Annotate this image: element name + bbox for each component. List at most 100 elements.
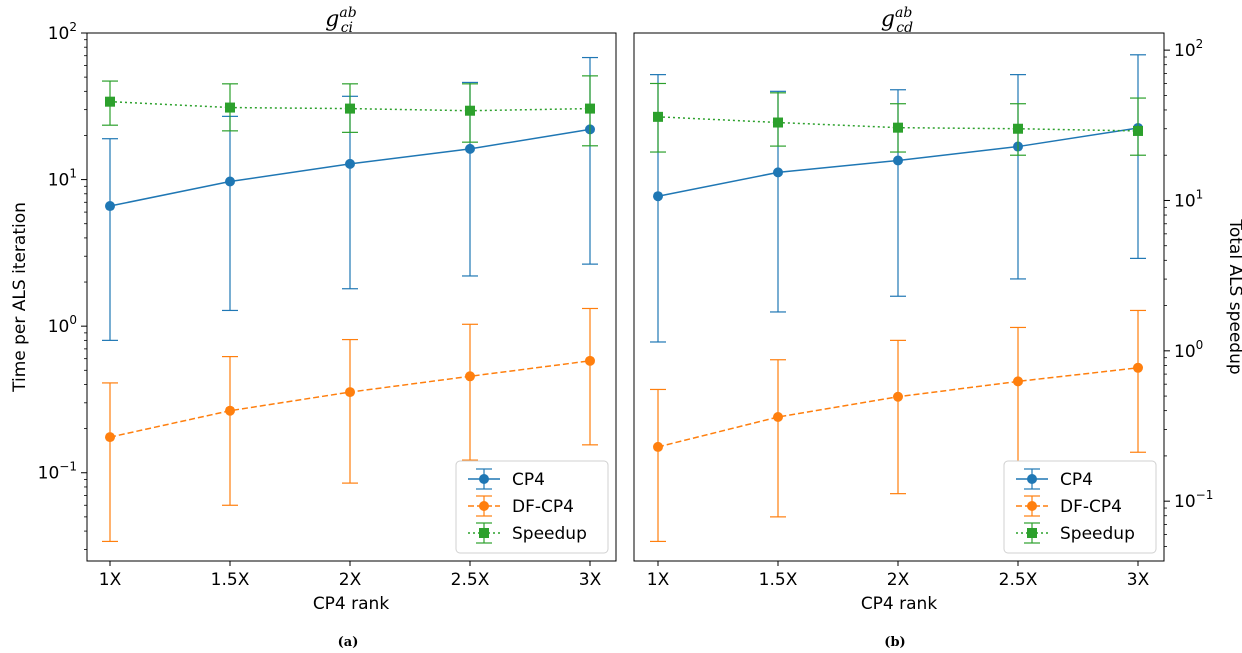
y-tick-label-base: 10 (48, 317, 70, 337)
panel-b-title-sub: cd (896, 20, 913, 36)
panel-a-title: gab ci (325, 5, 356, 36)
x-tick-label: 3X (1127, 570, 1150, 590)
x-tick-label: 2.5X (451, 570, 490, 590)
data-point (345, 387, 355, 398)
right-y-tick-label-exp: 1 (1196, 187, 1204, 201)
x-tick-label: 1X (647, 570, 670, 590)
right-y-tick-label-exp: −1 (1196, 488, 1214, 502)
legend-label: Speedup (512, 524, 587, 544)
series-cp4 (102, 56, 598, 341)
data-point (1013, 123, 1023, 134)
panel-a-title-base: g (325, 7, 339, 32)
series-speedup (102, 75, 598, 147)
legend-item: DF-CP4 (468, 495, 574, 517)
legend-marker (1027, 501, 1037, 511)
data-point (893, 155, 903, 166)
data-point (345, 158, 355, 169)
y-tick-label: 10−1 (38, 460, 77, 484)
legend-label: DF-CP4 (512, 497, 574, 517)
data-point (225, 176, 235, 187)
y-tick-label-exp: 2 (69, 20, 77, 34)
panel-b-title-sup: ab (895, 5, 912, 21)
y-tick-label: 100 (48, 313, 77, 337)
panel-b-right-ylabel: Total ALS speedup (1225, 218, 1242, 374)
x-tick-label: 1X (99, 570, 122, 590)
y-tick-label-exp: −1 (59, 460, 77, 474)
legend: CP4 DF-CP4 Speedup (1003, 460, 1157, 554)
panel-a-title-sup: ab (339, 5, 356, 21)
right-y-tick-label: 10−1 (1174, 488, 1213, 512)
panel-b-title-base: g (881, 7, 895, 32)
legend-item: Speedup (1016, 522, 1135, 544)
legend-marker (1027, 528, 1037, 538)
right-y-tick-label-base: 10 (1174, 191, 1196, 211)
data-point (465, 143, 475, 154)
panel-a-caption: (a) (338, 635, 359, 650)
series-speedup (650, 82, 1146, 156)
x-tick-label: 2X (887, 570, 910, 590)
panel-a-ylabel: Time per ALS iteration (10, 202, 30, 393)
right-y-tick-label-base: 10 (1174, 492, 1196, 512)
y-tick-label-base: 10 (48, 24, 70, 44)
x-tick-label: 2.5X (999, 570, 1038, 590)
legend-item: Speedup (468, 522, 587, 544)
data-point (773, 167, 783, 178)
x-tick-label: 1.5X (211, 570, 250, 590)
legend-marker (479, 528, 489, 538)
right-y-tick-label: 100 (1174, 338, 1203, 362)
panel-b: gab cd CP4 rank Total ALS speedup (b) 1X 1… (633, 5, 1242, 650)
legend-marker (479, 474, 489, 484)
legend-item: DF-CP4 (1016, 495, 1122, 517)
data-point (893, 122, 903, 133)
data-point (1133, 362, 1143, 373)
data-point (105, 432, 115, 443)
data-point (225, 102, 235, 113)
series-cp4 (650, 54, 1146, 343)
data-point (653, 111, 663, 122)
panel-a-title-sub: ci (341, 20, 353, 36)
legend-marker (479, 501, 489, 511)
data-point (465, 371, 475, 382)
series-df-cp4 (102, 307, 598, 543)
data-point (225, 405, 235, 416)
data-point (345, 103, 355, 114)
data-point (893, 391, 903, 402)
data-point (585, 355, 595, 366)
legend: CP4 DF-CP4 Speedup (455, 460, 609, 554)
data-point (585, 103, 595, 114)
panel-b-caption: (b) (884, 635, 905, 650)
legend-marker (1027, 474, 1037, 484)
data-point (105, 201, 115, 212)
panel-b-title: gab cd (881, 5, 913, 36)
legend-label: CP4 (512, 470, 545, 490)
right-y-tick-label: 101 (1174, 187, 1203, 211)
legend-frame (1003, 460, 1157, 554)
panel-b-xlabel: CP4 rank (861, 594, 938, 614)
y-tick-label: 102 (48, 20, 77, 44)
legend-frame (455, 460, 609, 554)
data-point (1133, 125, 1143, 136)
data-point (105, 96, 115, 107)
series-df-cp4 (650, 309, 1146, 543)
y-tick-label-exp: 0 (69, 313, 77, 327)
x-tick-label: 1.5X (759, 570, 798, 590)
panel-b-frame (633, 32, 1165, 562)
data-point (653, 191, 663, 202)
panel-a: gab ci CP4 rank Time per ALS iteration (a… (10, 5, 617, 650)
data-point (773, 117, 783, 128)
y-tick-label: 101 (48, 167, 77, 191)
data-point (1013, 376, 1023, 387)
right-y-tick-label-base: 10 (1174, 41, 1196, 61)
legend-label: Speedup (1060, 524, 1135, 544)
right-y-tick-label: 102 (1174, 37, 1203, 61)
y-tick-label-exp: 1 (69, 167, 77, 181)
y-tick-label-base: 10 (38, 464, 60, 484)
legend-label: DF-CP4 (1060, 497, 1122, 517)
data-point (465, 105, 475, 116)
legend-item: CP4 (468, 468, 545, 490)
right-y-tick-label-exp: 2 (1196, 37, 1204, 51)
panel-a-xlabel: CP4 rank (313, 594, 390, 614)
data-point (773, 412, 783, 423)
legend-item: CP4 (1016, 468, 1093, 490)
